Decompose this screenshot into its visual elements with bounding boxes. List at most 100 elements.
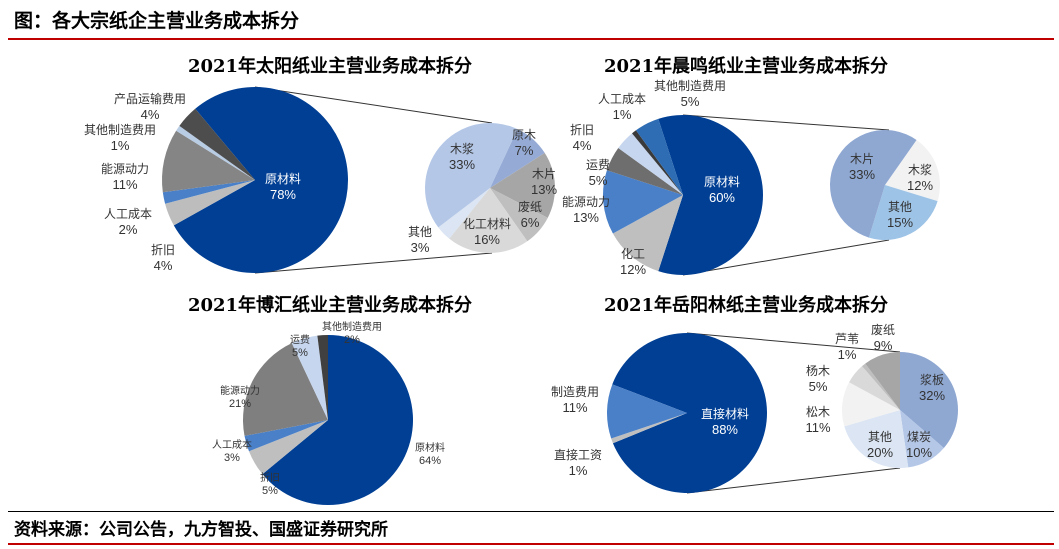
- data-label: 木浆 12%: [907, 162, 933, 194]
- slice-label: 原材料: [264, 172, 302, 186]
- pie-slice-main: [317, 335, 328, 420]
- data-label: 折旧 4%: [570, 122, 594, 154]
- slice-value: 60%: [708, 190, 736, 205]
- slice-value: 3%: [224, 452, 240, 464]
- slice-label: 人工成本: [212, 440, 252, 451]
- slice-value: 2%: [118, 222, 138, 237]
- pie-slice-main: [618, 133, 683, 195]
- slice-label: 人工成本: [597, 92, 647, 106]
- slice-value: 3%: [410, 240, 430, 255]
- slice-value: 9%: [873, 338, 893, 353]
- pie-slice-secondary: [900, 410, 944, 468]
- data-label: 能源动力 13%: [562, 194, 610, 226]
- pie-slice-secondary: [844, 410, 909, 468]
- slice-value: 5%: [262, 485, 278, 497]
- slice-label: 原材料: [703, 175, 741, 189]
- slice-label: 能源动力: [100, 162, 150, 176]
- source-note: 资料来源：公司公告，九方智投、国盛证券研究所: [14, 520, 388, 540]
- data-label: 能源动力 21%: [220, 385, 260, 411]
- data-label: 产品运输费用 4%: [114, 91, 186, 123]
- slice-label: 其他: [867, 430, 892, 444]
- slice-value: 33%: [848, 167, 876, 182]
- slice-label: 木片: [849, 152, 874, 166]
- connector-line: [682, 114, 890, 131]
- slice-value: 78%: [269, 187, 297, 202]
- data-label: 化工 12%: [620, 246, 646, 278]
- slice-label: 产品运输费用: [113, 92, 187, 106]
- slice-value: 1%: [110, 138, 130, 153]
- pie-slice-main: [173, 87, 348, 273]
- slice-label: 松木: [805, 405, 830, 419]
- data-label: 人工成本 2%: [104, 206, 152, 238]
- data-label: 松木 11%: [805, 404, 830, 436]
- slice-label: 木浆: [449, 142, 474, 156]
- data-label: 直接工资 1%: [554, 447, 602, 479]
- data-label: 折旧 4%: [151, 242, 175, 274]
- bottom-divider: [8, 543, 1054, 545]
- pie-slice-main: [658, 115, 763, 275]
- pie-slice-main: [632, 130, 683, 195]
- data-label: 煤炭 10%: [906, 429, 932, 461]
- slice-value: 4%: [140, 107, 160, 122]
- slice-value: 10%: [905, 445, 933, 460]
- data-label: 木片 13%: [531, 166, 557, 198]
- slice-value: 12%: [906, 178, 934, 193]
- pie-slice-secondary: [490, 188, 548, 242]
- header-divider: [8, 38, 1054, 40]
- pie-slice-secondary: [849, 366, 900, 410]
- data-label: 废纸 9%: [871, 322, 895, 354]
- slice-value: 32%: [918, 388, 946, 403]
- data-label: 原材料 60%: [704, 174, 740, 206]
- slice-value: 15%: [886, 215, 914, 230]
- footer-divider: [8, 511, 1054, 512]
- pie-slice-main: [162, 180, 255, 204]
- data-label: 原木 7%: [512, 127, 536, 159]
- slice-value: 4%: [153, 258, 173, 273]
- chart-title-bohui: 2021年博汇纸业主营业务成本拆分: [187, 295, 473, 316]
- slice-label: 能源动力: [561, 195, 611, 209]
- data-label: 杨木 5%: [806, 363, 830, 395]
- data-label: 直接材料 88%: [701, 406, 749, 438]
- data-label: 其他制造费用 1%: [84, 122, 156, 154]
- pie-slice-main: [176, 125, 255, 180]
- data-label: 木片 33%: [849, 151, 875, 183]
- slice-value: 4%: [572, 138, 592, 153]
- data-label: 折旧 5%: [260, 472, 280, 498]
- data-label: 运费 5%: [290, 334, 310, 360]
- slice-value: 13%: [572, 210, 600, 225]
- slice-label: 直接材料: [700, 407, 750, 421]
- pie-slice-main: [635, 118, 683, 195]
- chart-title-yueyang: 2021年岳阳林纸主营业务成本拆分: [603, 295, 889, 316]
- slice-label: 其他制造费用: [653, 79, 727, 93]
- slice-label: 浆板: [919, 373, 944, 387]
- data-label: 其他制造费用 5%: [654, 78, 726, 110]
- slice-label: 原木: [511, 128, 537, 142]
- slice-label: 能源动力: [220, 386, 260, 397]
- slice-label: 杨木: [805, 364, 831, 378]
- data-label: 制造费用 11%: [551, 384, 599, 416]
- pie-slice-secondary: [885, 139, 940, 202]
- slice-value: 5%: [680, 94, 700, 109]
- pie-slice-main: [612, 332, 767, 493]
- pie-slice-main: [244, 420, 328, 452]
- pie-slice-main: [162, 130, 255, 193]
- slice-value: 88%: [711, 422, 739, 437]
- slice-value: 1%: [612, 107, 632, 122]
- data-label: 浆板 32%: [919, 372, 945, 404]
- slice-value: 12%: [619, 262, 647, 277]
- slice-label: 木片: [531, 167, 556, 181]
- slice-value: 11%: [112, 177, 138, 192]
- slice-label: 其他: [407, 225, 433, 239]
- data-label: 其他制造费用 2%: [322, 321, 382, 347]
- data-label: 其他 15%: [887, 199, 913, 231]
- slice-label: 其他制造费用: [322, 322, 382, 333]
- data-label: 化工材料 16%: [463, 216, 511, 248]
- pie-slice-secondary: [842, 382, 900, 427]
- slice-value: 20%: [866, 445, 894, 460]
- data-label: 人工成本 1%: [598, 91, 646, 123]
- pie-slice-secondary: [490, 152, 556, 218]
- pie-slice-secondary: [424, 122, 518, 228]
- pie-slice-secondary: [868, 185, 938, 240]
- slice-value: 2%: [344, 334, 360, 346]
